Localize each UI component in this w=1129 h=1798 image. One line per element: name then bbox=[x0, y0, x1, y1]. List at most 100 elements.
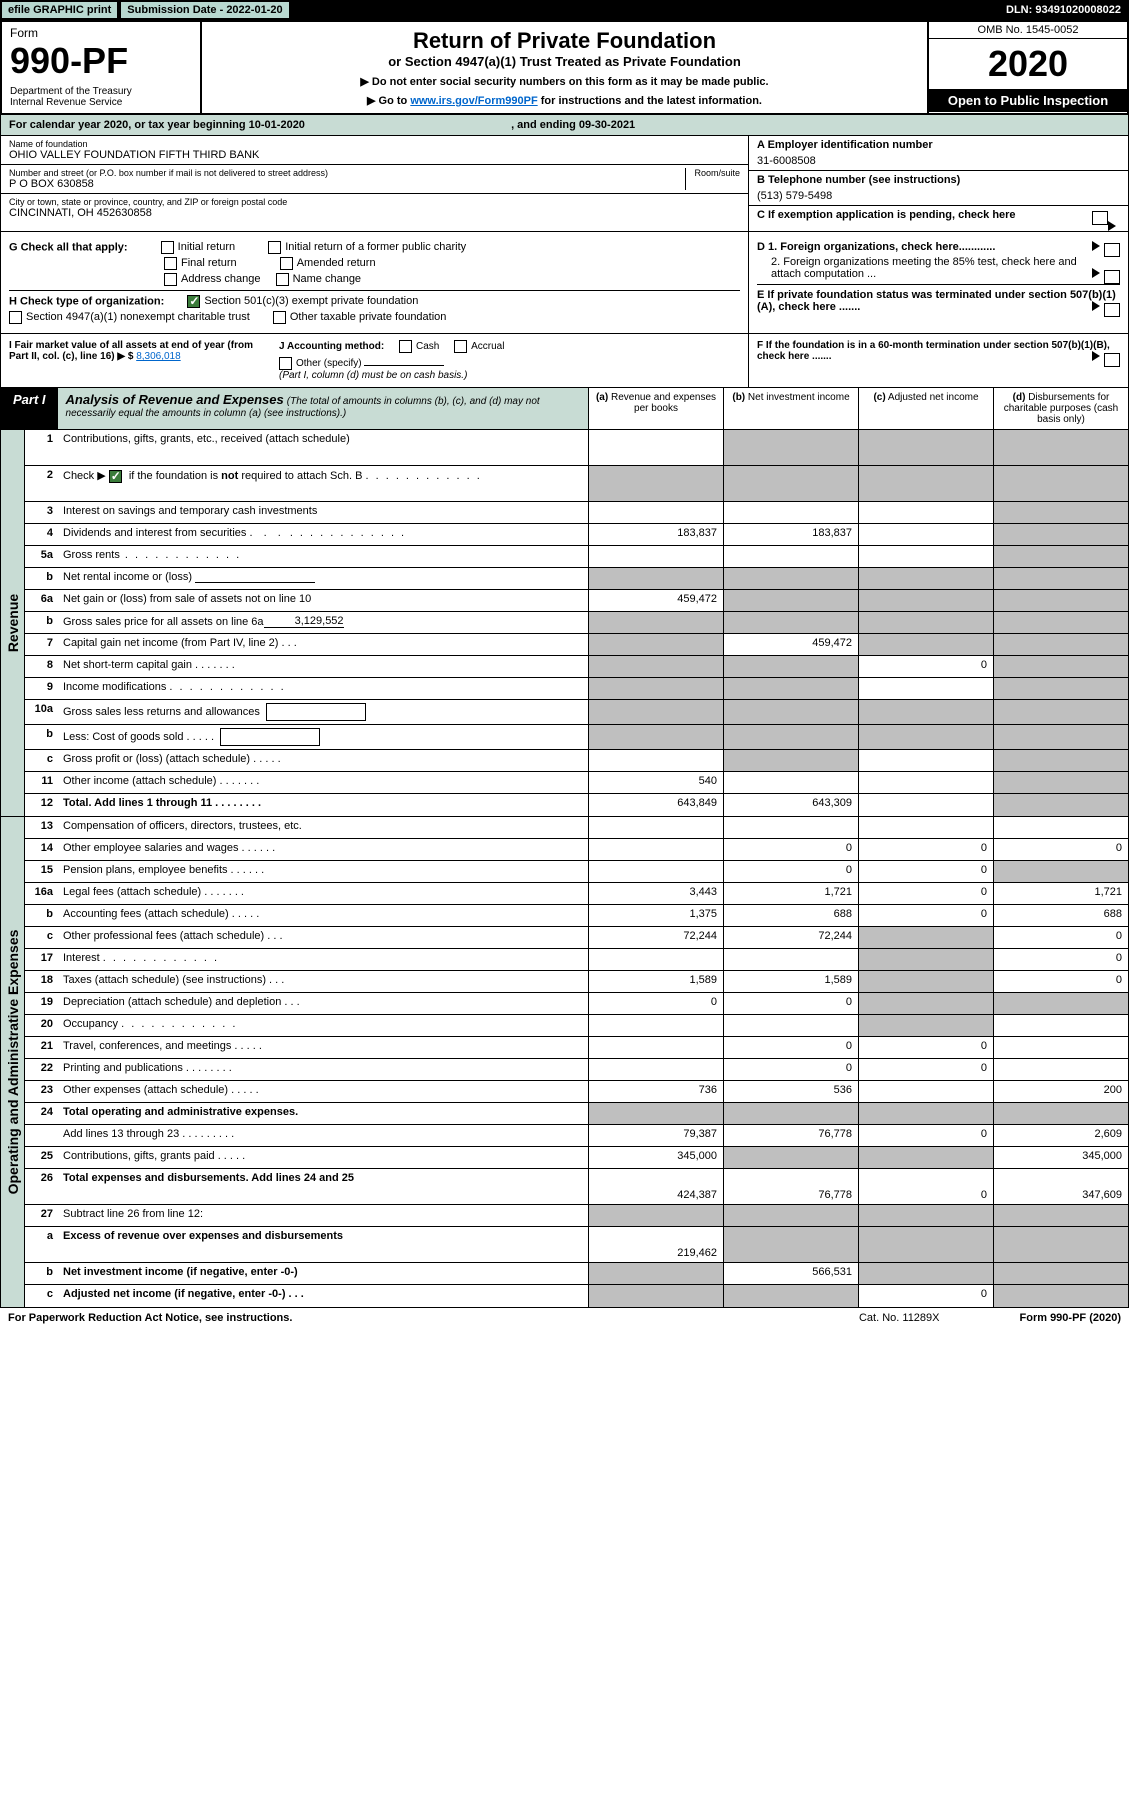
l23-desc: Other expenses (attach schedule) . . . .… bbox=[59, 1081, 588, 1102]
l18-a: 1,589 bbox=[588, 971, 723, 992]
d1-checkbox[interactable] bbox=[1104, 243, 1120, 257]
line-7: 7Capital gain net income (from Part IV, … bbox=[25, 634, 1128, 656]
e-checkbox[interactable] bbox=[1104, 303, 1120, 317]
l7-b: 459,472 bbox=[723, 634, 858, 655]
chk-4947[interactable] bbox=[9, 311, 22, 324]
g-opt-1: Initial return of a former public charit… bbox=[285, 241, 466, 253]
l27c-desc: Adjusted net income (if negative, enter … bbox=[59, 1285, 588, 1307]
l2-desc: Check ▶ if the foundation is not require… bbox=[59, 466, 588, 501]
chk-addr-change[interactable] bbox=[164, 273, 177, 286]
l26-b: 76,778 bbox=[723, 1169, 858, 1204]
note2-pre: ▶ Go to bbox=[367, 95, 410, 107]
top-bar: efile GRAPHIC print Submission Date - 20… bbox=[0, 0, 1129, 20]
l16c-desc: Other professional fees (attach schedule… bbox=[59, 927, 588, 948]
note2-post: for instructions and the latest informat… bbox=[538, 95, 762, 107]
l24b-a: 79,387 bbox=[588, 1125, 723, 1146]
dept-label: Department of the Treasury Internal Reve… bbox=[10, 86, 192, 108]
chk-initial-return[interactable] bbox=[161, 241, 174, 254]
line-16b: bAccounting fees (attach schedule) . . .… bbox=[25, 905, 1128, 927]
d2-checkbox[interactable] bbox=[1104, 270, 1120, 284]
arrow-icon bbox=[1092, 268, 1100, 278]
i-label: I Fair market value of all assets at end… bbox=[9, 340, 253, 362]
room-col: Room/suite bbox=[685, 168, 740, 190]
chk-initial-former[interactable] bbox=[268, 241, 281, 254]
city-value: CINCINNATI, OH 452630858 bbox=[9, 207, 740, 219]
line-2: 2Check ▶ if the foundation is not requir… bbox=[25, 466, 1128, 502]
e-row: E If private foundation status was termi… bbox=[757, 284, 1120, 313]
chk-final-return[interactable] bbox=[164, 257, 177, 270]
l6a-a: 459,472 bbox=[588, 590, 723, 611]
line-19: 19Depreciation (attach schedule) and dep… bbox=[25, 993, 1128, 1015]
j-label: J Accounting method: bbox=[279, 341, 384, 352]
part1-title: Analysis of Revenue and Expenses bbox=[66, 392, 284, 407]
calendar-year-row: For calendar year 2020, or tax year begi… bbox=[0, 115, 1129, 136]
col-b-header: (b) Net investment income bbox=[723, 388, 858, 429]
l10b-desc: Less: Cost of goods sold . . . . . bbox=[59, 725, 588, 749]
g-row: G Check all that apply: Initial return I… bbox=[9, 241, 740, 254]
g-opt-2: Final return bbox=[181, 257, 237, 269]
l12-a: 643,849 bbox=[588, 794, 723, 816]
line-10b: bLess: Cost of goods sold . . . . . bbox=[25, 725, 1128, 750]
l24b-desc: Add lines 13 through 23 . . . . . . . . … bbox=[59, 1125, 588, 1146]
form-word: Form bbox=[10, 26, 192, 40]
l4-b: 183,837 bbox=[723, 524, 858, 545]
g-row-3: Address change Name change bbox=[9, 273, 740, 286]
l8-desc: Net short-term capital gain . . . . . . … bbox=[59, 656, 588, 677]
chk-amended[interactable] bbox=[280, 257, 293, 270]
info-block: Name of foundation OHIO VALLEY FOUNDATIO… bbox=[0, 136, 1129, 232]
h-row-2: Section 4947(a)(1) nonexempt charitable … bbox=[9, 311, 740, 324]
l17-d: 0 bbox=[993, 949, 1128, 970]
arrow-icon bbox=[1092, 351, 1100, 361]
h-opt-1: Section 501(c)(3) exempt private foundat… bbox=[204, 295, 418, 307]
h-opt-2: Section 4947(a)(1) nonexempt charitable … bbox=[26, 311, 250, 323]
j-cash: Cash bbox=[416, 341, 439, 352]
chk-other-taxable[interactable] bbox=[273, 311, 286, 324]
f-label: F If the foundation is in a 60-month ter… bbox=[757, 340, 1110, 362]
chk-cash[interactable] bbox=[399, 340, 412, 353]
l26-d: 347,609 bbox=[993, 1169, 1128, 1204]
line-27a: aExcess of revenue over expenses and dis… bbox=[25, 1227, 1128, 1263]
l26-c: 0 bbox=[858, 1169, 993, 1204]
col-d-header: (d) Disbursements for charitable purpose… bbox=[993, 388, 1128, 429]
l26-desc: Total expenses and disbursements. Add li… bbox=[59, 1169, 588, 1204]
irs-link[interactable]: www.irs.gov/Form990PF bbox=[410, 95, 537, 107]
l16a-d: 1,721 bbox=[993, 883, 1128, 904]
revenue-side-label: Revenue bbox=[1, 430, 25, 816]
f-checkbox[interactable] bbox=[1104, 353, 1120, 367]
chk-501c3[interactable] bbox=[187, 295, 200, 308]
line-21: 21Travel, conferences, and meetings . . … bbox=[25, 1037, 1128, 1059]
l25-desc: Contributions, gifts, grants paid . . . … bbox=[59, 1147, 588, 1168]
part1-header: Part I Analysis of Revenue and Expenses … bbox=[0, 388, 1129, 430]
address-row: Number and street (or P.O. box number if… bbox=[1, 165, 748, 194]
ein-label: A Employer identification number bbox=[757, 139, 1120, 151]
line-10c: cGross profit or (loss) (attach schedule… bbox=[25, 750, 1128, 772]
l2-post: if the foundation is not required to att… bbox=[126, 470, 363, 482]
efile-label: efile GRAPHIC print bbox=[2, 2, 117, 18]
l4-a: 183,837 bbox=[588, 524, 723, 545]
line-6b: bGross sales price for all assets on lin… bbox=[25, 612, 1128, 634]
page-footer: For Paperwork Reduction Act Notice, see … bbox=[0, 1308, 1129, 1328]
line-1: 1Contributions, gifts, grants, etc., rec… bbox=[25, 430, 1128, 466]
part1-text: Analysis of Revenue and Expenses (The to… bbox=[58, 388, 588, 429]
line-14: 14Other employee salaries and wages . . … bbox=[25, 839, 1128, 861]
chk-name-change[interactable] bbox=[276, 273, 289, 286]
l16c-d: 0 bbox=[993, 927, 1128, 948]
exemption-checkbox[interactable] bbox=[1092, 211, 1108, 225]
chk-schb[interactable] bbox=[109, 470, 122, 483]
l27a-desc: Excess of revenue over expenses and disb… bbox=[59, 1227, 588, 1262]
l11-a: 540 bbox=[588, 772, 723, 793]
i-value[interactable]: 8,306,018 bbox=[136, 351, 181, 362]
chk-accrual[interactable] bbox=[454, 340, 467, 353]
expenses-rows: 13Compensation of officers, directors, t… bbox=[25, 817, 1128, 1307]
line-15: 15Pension plans, employee benefits . . .… bbox=[25, 861, 1128, 883]
l23-a: 736 bbox=[588, 1081, 723, 1102]
l6a-desc: Net gain or (loss) from sale of assets n… bbox=[59, 590, 588, 611]
l18-desc: Taxes (attach schedule) (see instruction… bbox=[59, 971, 588, 992]
line-26: 26Total expenses and disbursements. Add … bbox=[25, 1169, 1128, 1205]
l14-d: 0 bbox=[993, 839, 1128, 860]
l16a-a: 3,443 bbox=[588, 883, 723, 904]
form-title: Return of Private Foundation bbox=[214, 28, 915, 54]
l16a-c: 0 bbox=[858, 883, 993, 904]
l24b-b: 76,778 bbox=[723, 1125, 858, 1146]
chk-other-method[interactable] bbox=[279, 357, 292, 370]
